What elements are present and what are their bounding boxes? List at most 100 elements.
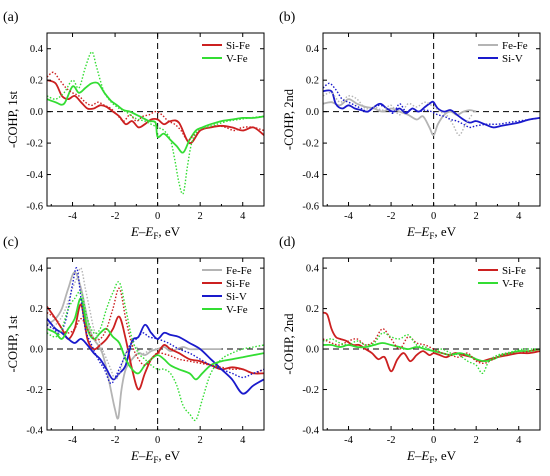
x-tick-label: 2 xyxy=(474,435,479,446)
x-axis-label: E–EF, eV xyxy=(130,448,181,465)
y-tick-label: 0.0 xyxy=(30,107,43,118)
series-line-v-fe-solid xyxy=(47,81,264,154)
series-group xyxy=(47,267,264,422)
legend-label-v-fe: V-Fe xyxy=(502,278,524,290)
x-axis-label-xlabel-unit: , eV xyxy=(158,448,180,463)
y-tick-label: -0.6 xyxy=(302,202,319,213)
series-line-si-v-solid xyxy=(323,89,540,129)
x-tick-label: -4 xyxy=(344,211,353,222)
x-axis-label: E–EF, eV xyxy=(406,448,457,465)
y-tick-label: -0.2 xyxy=(302,139,319,150)
x-tick-label: 0 xyxy=(155,435,160,446)
x-tick-label: 0 xyxy=(155,211,160,222)
x-tick-label: 4 xyxy=(516,435,522,446)
series-line-si-v-dotted xyxy=(323,82,540,129)
y-tick-label: 0.0 xyxy=(306,345,319,356)
legend-label-si-fe: Si-Fe xyxy=(502,265,526,277)
x-axis-label: E–EF, eV xyxy=(406,224,457,241)
x-axis-label-xlabel-sub: F xyxy=(153,455,158,465)
series-line-fe-fe-solid xyxy=(47,271,222,420)
x-tick-label: 4 xyxy=(240,435,246,446)
plot-frame xyxy=(46,257,265,431)
panel-label: (b) xyxy=(279,10,296,25)
x-tick-label: -2 xyxy=(111,435,120,446)
legend-label-fe-fe: Fe-Fe xyxy=(226,265,252,277)
y-tick-label: 0.2 xyxy=(30,76,43,87)
series-line-v-fe-dotted xyxy=(47,281,264,422)
x-axis-label-xlabel-sub-e: E xyxy=(420,448,429,463)
y-axis-label: -COHP, 2nd xyxy=(282,88,296,150)
legend-label-fe-fe: Fe-Fe xyxy=(502,40,528,52)
legend-label-si-fe: Si-Fe xyxy=(226,278,250,290)
panel-b: -4 -2 0 2 4 -0.6 -0.4 -0.2 0.0 0.2 0.4 (b) -COHP, 2n… xyxy=(279,10,541,241)
legend-label-v-fe: V-Fe xyxy=(226,304,248,316)
series-group xyxy=(323,82,540,137)
series-group xyxy=(47,51,264,195)
y-tick-label: -0.2 xyxy=(26,139,43,150)
y-tick-label: -0.4 xyxy=(302,170,319,181)
y-tick-label: 0.0 xyxy=(306,107,319,118)
x-axis-label-xlabel-main: E xyxy=(406,224,415,239)
x-axis-label: E–EF, eV xyxy=(130,224,181,241)
series-line-si-fe-solid xyxy=(47,79,264,145)
y-tick-label: 0.4 xyxy=(30,264,44,275)
series-line-si-fe-dotted xyxy=(323,328,540,364)
legend-label-si-fe: Si-Fe xyxy=(226,40,250,52)
x-axis-label-xlabel-unit: , eV xyxy=(434,224,456,239)
series-line-fe-fe-dotted xyxy=(323,91,473,136)
x-axis-label-xlabel-main: E xyxy=(406,448,415,463)
x-tick-label: 4 xyxy=(516,211,522,222)
y-tick-label: 0.0 xyxy=(30,345,43,356)
x-axis-label-xlabel-sub-e: E xyxy=(144,448,153,463)
series-line-v-fe-dotted xyxy=(323,332,540,374)
panel-d: -4 -2 0 2 4 -0.4 -0.2 0.0 0.2 0.4 (d) -COHP, 2nd E–E… xyxy=(279,235,541,465)
x-axis-label-xlabel-main: E xyxy=(130,224,139,239)
series-line-si-fe-dotted xyxy=(47,71,264,141)
x-axis-label-xlabel-sub-e: E xyxy=(420,224,429,239)
legend-label-si-v: Si-V xyxy=(226,291,247,303)
legend-label-v-fe: V-Fe xyxy=(226,53,248,65)
x-tick-label: -2 xyxy=(111,211,120,222)
x-tick-label: -4 xyxy=(344,435,353,446)
series-line-v-fe-solid xyxy=(47,297,264,381)
y-tick-label: 0.4 xyxy=(306,44,320,55)
series-line-si-fe-solid xyxy=(47,303,264,391)
x-tick-label: 2 xyxy=(198,211,203,222)
y-tick-label: -0.4 xyxy=(26,426,43,437)
x-axis-label-xlabel-minus: – xyxy=(138,448,146,463)
y-tick-label: -0.2 xyxy=(26,385,43,396)
panel-label: (c) xyxy=(3,235,19,250)
y-tick-label: 0.2 xyxy=(30,304,43,315)
plot-frame xyxy=(322,257,541,431)
x-tick-label: -2 xyxy=(387,211,396,222)
x-tick-label: 4 xyxy=(240,211,246,222)
x-tick-label: 2 xyxy=(198,435,203,446)
x-axis-label-xlabel-sub-e: E xyxy=(144,224,153,239)
x-axis-label-xlabel-main: E xyxy=(130,448,139,463)
y-tick-label: 0.4 xyxy=(30,44,44,55)
x-tick-label: -2 xyxy=(387,435,396,446)
y-axis-label: -COHP, 1st xyxy=(6,315,20,372)
y-axis-label: -COHP, 1st xyxy=(6,90,20,147)
x-tick-label: -4 xyxy=(68,211,77,222)
x-axis-label-xlabel-sub: F xyxy=(429,455,434,465)
x-axis-label-xlabel-minus: – xyxy=(414,224,422,239)
y-tick-label: -0.6 xyxy=(26,202,43,213)
panel-a: -4 -2 0 2 4 -0.6 -0.4 -0.2 0.0 0.2 0.4 (a) -COHP, 1s… xyxy=(3,10,265,241)
series-group xyxy=(323,311,540,374)
panel-label: (d) xyxy=(279,235,296,250)
x-axis-label-xlabel-sub: F xyxy=(153,231,158,241)
plot-frame xyxy=(322,32,541,207)
x-tick-label: 0 xyxy=(431,211,436,222)
y-tick-label: 0.2 xyxy=(306,76,319,87)
series-line-fe-fe-solid xyxy=(323,98,477,137)
y-axis-label: -COHP, 2nd xyxy=(282,313,296,375)
y-tick-label: 0.2 xyxy=(306,304,319,315)
series-line-v-fe-dotted xyxy=(47,51,264,195)
x-axis-label-xlabel-unit: , eV xyxy=(158,224,180,239)
x-tick-label: 2 xyxy=(474,211,479,222)
x-axis-label-xlabel-unit: , eV xyxy=(434,448,456,463)
legend-label-si-v: Si-V xyxy=(502,53,523,65)
x-axis-label-xlabel-minus: – xyxy=(138,224,146,239)
